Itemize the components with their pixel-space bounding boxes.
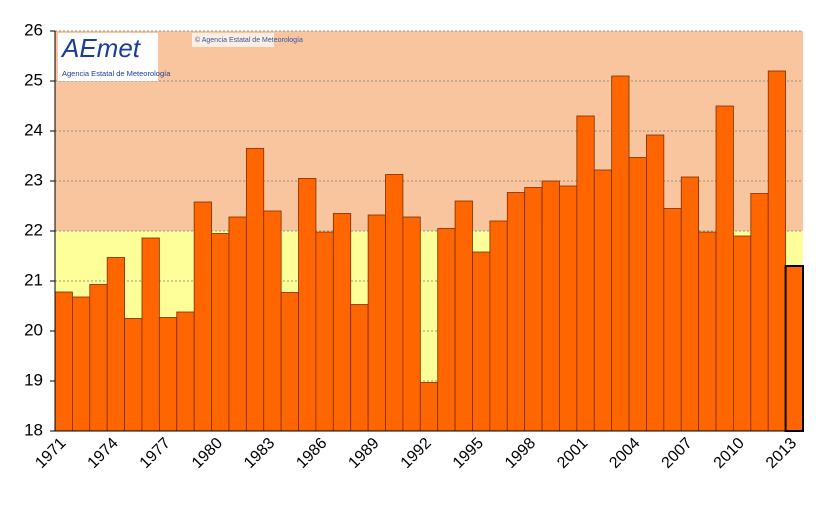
bar (332, 213, 352, 432)
bar (176, 311, 195, 432)
bar (680, 176, 700, 432)
y-tick-label: 21 (24, 270, 43, 289)
bar (298, 178, 317, 432)
watermark-box (192, 33, 274, 47)
logo-box (58, 33, 158, 81)
y-tick-label: 18 (24, 420, 43, 439)
bar (71, 296, 91, 432)
x-tick-label: 1980 (189, 435, 226, 472)
bar (193, 201, 212, 432)
x-tick-label: 1989 (345, 435, 382, 472)
logo-text: AEmet (60, 33, 142, 63)
bar (559, 185, 578, 432)
y-tick-label: 23 (24, 170, 43, 189)
y-tick-label: 22 (24, 220, 43, 239)
y-tick-label: 20 (24, 320, 43, 339)
bar (124, 318, 143, 432)
x-tick-label: 1995 (450, 435, 487, 472)
y-tick-label: 26 (24, 20, 43, 39)
x-tick-label: 1971 (32, 435, 69, 472)
bar (106, 257, 125, 432)
bar (715, 105, 734, 432)
bar (611, 75, 630, 432)
x-tick-label: 2007 (659, 435, 696, 472)
bar (437, 228, 456, 432)
bar (767, 70, 787, 432)
logo: AEmet Agencia Estatal de Meteorología (58, 33, 171, 81)
bar (489, 220, 508, 432)
bar (211, 233, 230, 432)
bar (506, 192, 526, 432)
bar (367, 214, 386, 432)
bar (454, 200, 473, 432)
bar (576, 115, 595, 432)
bar (402, 216, 421, 432)
bar (628, 157, 647, 432)
y-tick-label: 19 (24, 370, 43, 389)
watermark: © Agencia Estatal de Meteorología (195, 36, 303, 44)
bar (228, 216, 247, 432)
logo-subtitle: Agencia Estatal de Meteorología (62, 69, 171, 78)
bar (663, 208, 682, 432)
y-tick-label: 25 (24, 70, 43, 89)
bar (593, 169, 613, 432)
x-tick-label: 2013 (763, 435, 800, 472)
y-tick-label: 24 (24, 120, 43, 139)
bar (280, 292, 299, 432)
bar (698, 231, 717, 432)
x-tick-label: 1983 (241, 435, 278, 472)
bar (472, 251, 491, 432)
x-tick-label: 1992 (398, 435, 435, 472)
bar (54, 291, 73, 432)
bar (646, 134, 665, 432)
bar (541, 180, 560, 432)
x-tick-label: 1986 (293, 435, 330, 472)
bar (315, 231, 334, 432)
bar (89, 284, 108, 432)
bar (263, 210, 282, 432)
bar (750, 193, 769, 432)
bar (385, 174, 404, 432)
x-tick-label: 1974 (85, 435, 122, 472)
bar (784, 265, 805, 432)
x-tick-label: 2004 (606, 435, 643, 472)
bar (419, 382, 439, 432)
x-tick-label: 1977 (137, 435, 174, 472)
bar (524, 187, 543, 432)
bar (158, 317, 178, 432)
x-tick-label: 2001 (554, 435, 591, 472)
bar (141, 237, 160, 432)
bar (245, 148, 265, 432)
x-tick-label: 2010 (711, 435, 748, 472)
x-tick-label: 1998 (502, 435, 539, 472)
bar (733, 235, 752, 432)
bar (350, 304, 369, 432)
